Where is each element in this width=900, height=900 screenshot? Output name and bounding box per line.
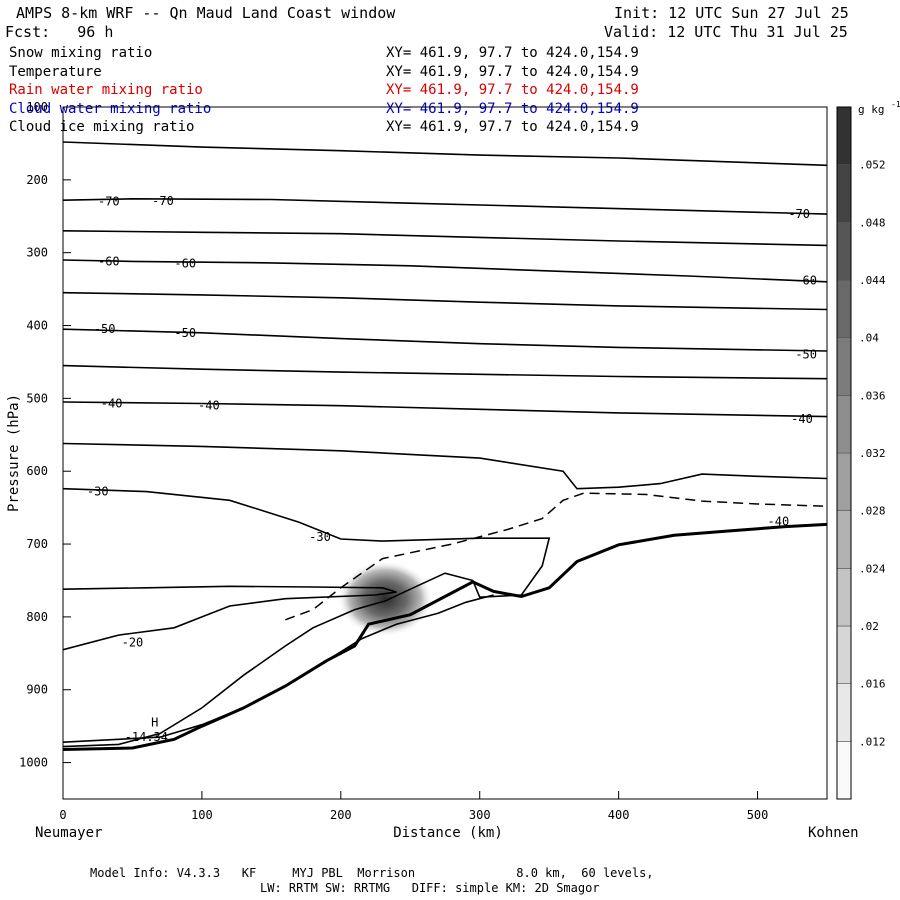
x-tick-label: 100	[191, 808, 213, 822]
left-endpoint-label: Neumayer	[35, 825, 102, 841]
field-xy: XY= 461.9, 97.7 to 424.0,154.9	[386, 100, 639, 117]
temperature-contour	[63, 401, 827, 418]
x-tick-label: 300	[469, 808, 491, 822]
temperature-contour	[63, 291, 827, 311]
colorbar-tick-label: .024	[859, 562, 886, 575]
y-tick-label: 500	[26, 391, 48, 405]
temperature-contour	[63, 594, 494, 743]
y-axis-title: Pressure (hPa)	[6, 394, 22, 512]
x-axis-title: Distance (km)	[393, 825, 503, 841]
colorbar-segment	[836, 510, 852, 569]
colorbar-segment	[836, 625, 852, 684]
field-xy: XY= 461.9, 97.7 to 424.0,154.9	[386, 119, 639, 135]
contour-label: -40	[198, 399, 220, 413]
field-xy: XY= 461.9, 97.7 to 424.0,154.9	[386, 63, 639, 80]
field-name: Cloud ice mixing ratio	[9, 119, 195, 135]
dashed-contour	[285, 492, 827, 621]
y-tick-label: 300	[26, 246, 48, 260]
colorbar-tick-label: .052	[859, 159, 886, 172]
field-xy: XY= 461.9, 97.7 to 424.0,154.9	[386, 82, 639, 98]
temperature-contour	[63, 585, 397, 651]
colorbar-tick-label: .012	[859, 735, 886, 748]
temperature-contour	[63, 259, 827, 283]
terrain-line	[63, 522, 827, 751]
y-tick-label: 400	[26, 319, 48, 333]
temperature-contour	[63, 197, 827, 215]
contour-label: -14.34	[125, 730, 168, 744]
colorbar-segment	[836, 395, 852, 454]
colorbar-segment	[836, 568, 852, 627]
model-info-line1: Model Info: V4.3.3 KF MYJ PBL Morrison 8…	[90, 866, 654, 880]
colorbar-tick-label: .044	[859, 274, 886, 287]
contour-label: -50	[795, 348, 817, 362]
contour-label: -40	[791, 412, 813, 426]
contour-label: -40	[101, 396, 123, 410]
colorbar-unit-exponent: -1	[891, 100, 900, 109]
y-tick-label: 900	[26, 683, 48, 697]
x-tick-label: 200	[330, 808, 352, 822]
colorbar-tick-label: .016	[859, 678, 886, 691]
y-tick-label: 100	[26, 100, 48, 114]
y-tick-label: 800	[26, 610, 48, 624]
colorbar-unit: g kg	[858, 103, 885, 116]
contour-label: -30	[309, 530, 331, 544]
contour-label: -60	[98, 254, 120, 268]
contour-label: -60	[795, 273, 817, 287]
colorbar-segment	[836, 337, 852, 396]
contour-label: H	[151, 716, 158, 730]
contour-label: -40	[768, 514, 790, 528]
contour-label: -50	[174, 326, 196, 340]
colorbar-segment	[836, 741, 852, 800]
mixing-ratio-shading	[337, 560, 434, 637]
x-tick-label: 400	[608, 808, 630, 822]
colorbar-tick-label: .036	[859, 389, 886, 402]
y-tick-label: 1000	[19, 756, 48, 770]
temperature-contour	[63, 230, 827, 247]
field-name: Cloud water mixing ratio	[9, 100, 212, 117]
temperature-contour	[63, 487, 551, 748]
temperature-contour	[63, 328, 827, 352]
contour-label: -60	[174, 257, 196, 271]
colorbar-frame	[836, 106, 852, 800]
temperature-contour	[63, 442, 827, 490]
colorbar-segment	[836, 164, 852, 223]
right-endpoint-label: Kohnen	[808, 825, 859, 841]
colorbar-tick-label: .04	[859, 332, 879, 345]
colorbar-segment	[836, 279, 852, 338]
y-tick-label: 700	[26, 537, 48, 551]
field-xy: XY= 461.9, 97.7 to 424.0,154.9	[386, 45, 639, 61]
field-name: Temperature	[9, 63, 102, 80]
contour-label: -70	[152, 194, 174, 208]
forecast-hour: Fcst: 96 h	[5, 23, 114, 41]
x-tick-label: 0	[59, 808, 66, 822]
y-tick-label: 600	[26, 464, 48, 478]
x-tick-label: 500	[747, 808, 769, 822]
colorbar-tick-label: .048	[859, 216, 886, 229]
contour-label: -70	[788, 207, 810, 221]
colorbar-tick-label: .02	[859, 620, 879, 633]
contour-label: -50	[94, 322, 116, 336]
colorbar-segment	[836, 222, 852, 281]
colorbar-segment	[836, 683, 852, 742]
colorbar-segment	[836, 106, 852, 165]
contour-label: -70	[98, 195, 120, 209]
valid-time: Valid: 12 UTC Thu 31 Jul 25	[604, 23, 848, 41]
field-name: Rain water mixing ratio	[9, 82, 203, 98]
field-name: Snow mixing ratio	[9, 45, 153, 61]
y-tick-label: 200	[26, 173, 48, 187]
contour-label: -20	[122, 635, 144, 649]
model-info-line2: LW: RRTM SW: RRTMG DIFF: simple KM: 2D S…	[260, 881, 600, 895]
plot-frame	[62, 106, 828, 800]
contour-label: -30	[87, 485, 109, 499]
colorbar-tick-label: .028	[859, 505, 886, 518]
colorbar-segment	[836, 452, 852, 511]
model-title: AMPS 8-km WRF -- Qn Maud Land Coast wind…	[16, 4, 396, 22]
temperature-contour	[63, 364, 827, 380]
init-time: Init: 12 UTC Sun 27 Jul 25	[614, 4, 849, 22]
colorbar-tick-label: .032	[859, 447, 886, 460]
temperature-contour	[63, 141, 827, 167]
